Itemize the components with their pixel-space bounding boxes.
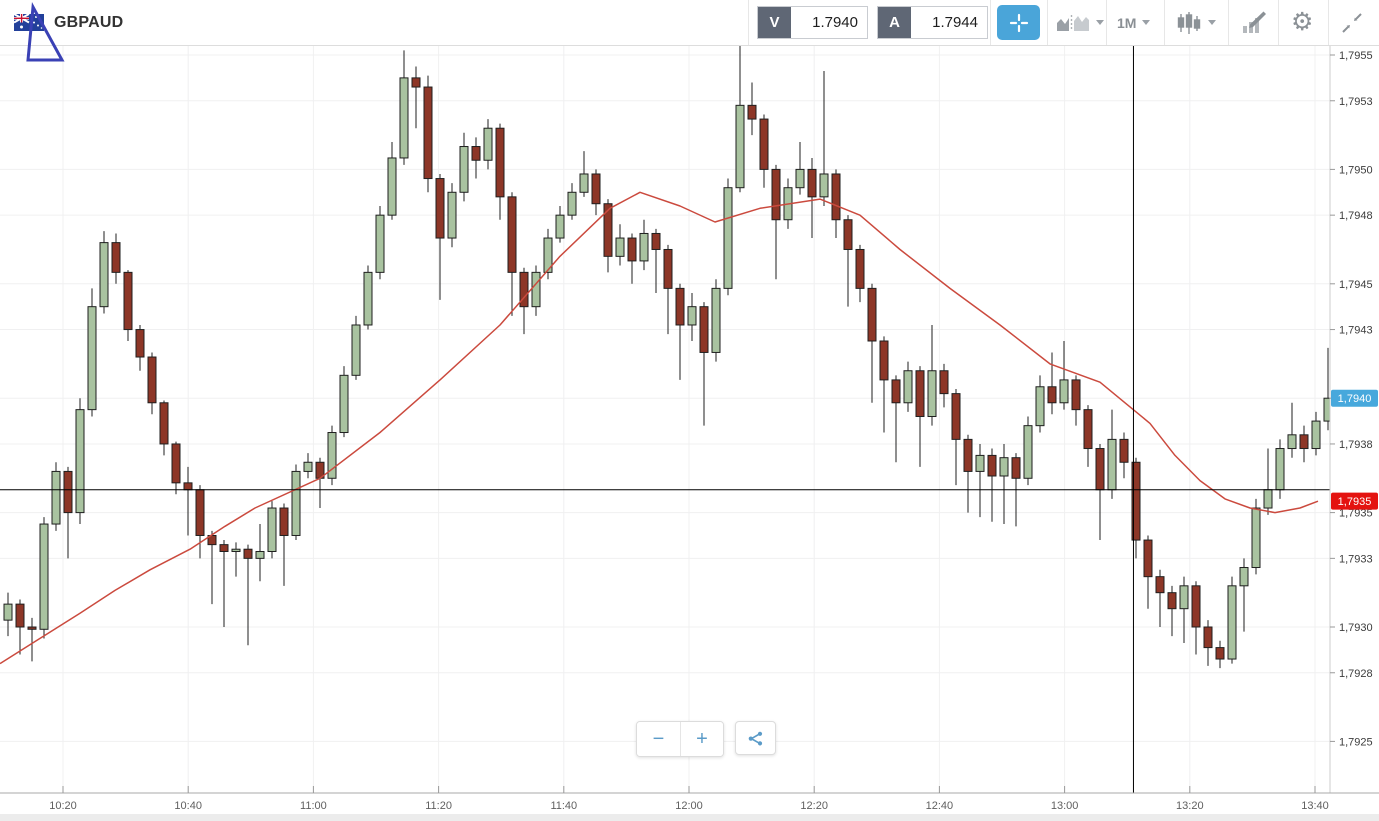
svg-text:12:00: 12:00 bbox=[675, 800, 703, 812]
svg-text:13:00: 13:00 bbox=[1051, 800, 1079, 812]
zoom-in-button[interactable]: + bbox=[680, 722, 723, 756]
svg-text:11:00: 11:00 bbox=[300, 800, 327, 812]
svg-text:1,7950: 1,7950 bbox=[1339, 164, 1373, 176]
svg-text:11:40: 11:40 bbox=[550, 800, 577, 812]
chevron-down-icon bbox=[1142, 20, 1151, 25]
compare-charts-icon bbox=[1057, 14, 1089, 31]
collapse-chart-button[interactable] bbox=[1341, 0, 1363, 45]
svg-text:11:20: 11:20 bbox=[425, 800, 452, 812]
instrument-header: GBPAUD bbox=[14, 0, 123, 45]
time-axis: 10:20 10:40 11:00 11:20 11:40 12:00 12:20 12:40… bbox=[49, 786, 1329, 812]
toolbar-separator bbox=[990, 0, 991, 45]
compare-charts-button[interactable] bbox=[1056, 0, 1104, 45]
buy-price-value: 1.7944 bbox=[932, 14, 978, 31]
chart-type-candles-icon bbox=[1177, 11, 1201, 34]
toolbar-separator bbox=[1164, 0, 1165, 45]
svg-text:1,7955: 1,7955 bbox=[1339, 50, 1373, 62]
collapse-icon bbox=[1342, 12, 1362, 33]
chevron-down-icon bbox=[1208, 20, 1216, 25]
svg-text:1,7953: 1,7953 bbox=[1339, 96, 1373, 108]
settings-button[interactable]: ⚙ bbox=[1291, 0, 1313, 45]
settings-gear-icon: ⚙ bbox=[1291, 8, 1314, 36]
moving-average-line bbox=[0, 191, 1319, 665]
svg-text:10:20: 10:20 bbox=[49, 800, 77, 812]
crosshair-icon bbox=[1009, 13, 1028, 32]
price-chart[interactable]: 1,7955 1,7953 1,7950 1,7948 1,7945 1,7943 1,79… bbox=[0, 45, 1379, 821]
svg-text:1,7930: 1,7930 bbox=[1339, 622, 1373, 634]
timeframe-dropdown[interactable]: 1M bbox=[1117, 0, 1151, 45]
svg-text:1,7940: 1,7940 bbox=[1338, 393, 1372, 405]
drawing-tools-icon bbox=[1243, 11, 1266, 33]
chart-zoom-controls: − + bbox=[636, 721, 776, 757]
toolbar-separator bbox=[1328, 0, 1329, 45]
svg-text:1,7948: 1,7948 bbox=[1339, 210, 1373, 222]
svg-text:1,7935: 1,7935 bbox=[1338, 496, 1372, 508]
toolbar-separator bbox=[1278, 0, 1279, 45]
chart-toolbar: GBPAUD V 1.7940 A 1.7944 1M bbox=[0, 0, 1379, 46]
svg-text:1,7945: 1,7945 bbox=[1339, 279, 1373, 291]
svg-text:1,7928: 1,7928 bbox=[1339, 668, 1373, 680]
toolbar-separator bbox=[1047, 0, 1048, 45]
svg-text:12:20: 12:20 bbox=[800, 800, 828, 812]
zoom-out-button[interactable]: − bbox=[637, 722, 680, 756]
buy-price-button[interactable]: A 1.7944 bbox=[877, 6, 988, 39]
timeframe-value: 1M bbox=[1117, 14, 1137, 31]
svg-text:1,7935: 1,7935 bbox=[1339, 508, 1373, 520]
union-jack bbox=[14, 14, 30, 24]
share-button[interactable] bbox=[735, 721, 776, 755]
svg-text:1,7933: 1,7933 bbox=[1339, 553, 1373, 565]
share-icon bbox=[748, 731, 763, 745]
toolbar-separator bbox=[1106, 0, 1107, 45]
toolbar-separator bbox=[748, 0, 749, 45]
crosshair-tool-button[interactable] bbox=[997, 5, 1040, 40]
gridlines bbox=[0, 45, 1330, 793]
zoom-button-group: − + bbox=[636, 721, 724, 757]
last-price-badge: 1,7935 bbox=[1331, 492, 1378, 510]
svg-text:1,7938: 1,7938 bbox=[1339, 439, 1373, 451]
australia-flag-icon bbox=[14, 14, 44, 31]
toolbar-separator bbox=[1228, 0, 1229, 45]
sell-price-button[interactable]: V 1.7940 bbox=[757, 6, 868, 39]
svg-text:10:40: 10:40 bbox=[174, 800, 202, 812]
svg-text:13:40: 13:40 bbox=[1301, 800, 1329, 812]
candles-layer bbox=[3, 45, 1333, 669]
svg-text:1,7943: 1,7943 bbox=[1339, 325, 1373, 337]
svg-text:12:40: 12:40 bbox=[926, 800, 954, 812]
svg-text:1,7925: 1,7925 bbox=[1339, 736, 1373, 748]
buy-label: A bbox=[878, 7, 911, 38]
sell-price-value: 1.7940 bbox=[812, 14, 858, 31]
bid-price-badge: 1,7940 bbox=[1331, 389, 1378, 407]
svg-text:13:20: 13:20 bbox=[1176, 800, 1204, 812]
sell-label: V bbox=[758, 7, 791, 38]
drawing-tools-button[interactable] bbox=[1240, 0, 1267, 45]
candlestick-chart-svg: 1,7955 1,7953 1,7950 1,7948 1,7945 1,7943 1,79… bbox=[0, 45, 1379, 821]
symbol-title: GBPAUD bbox=[54, 13, 124, 31]
chart-type-dropdown[interactable] bbox=[1176, 0, 1216, 45]
chevron-down-icon bbox=[1096, 20, 1104, 25]
